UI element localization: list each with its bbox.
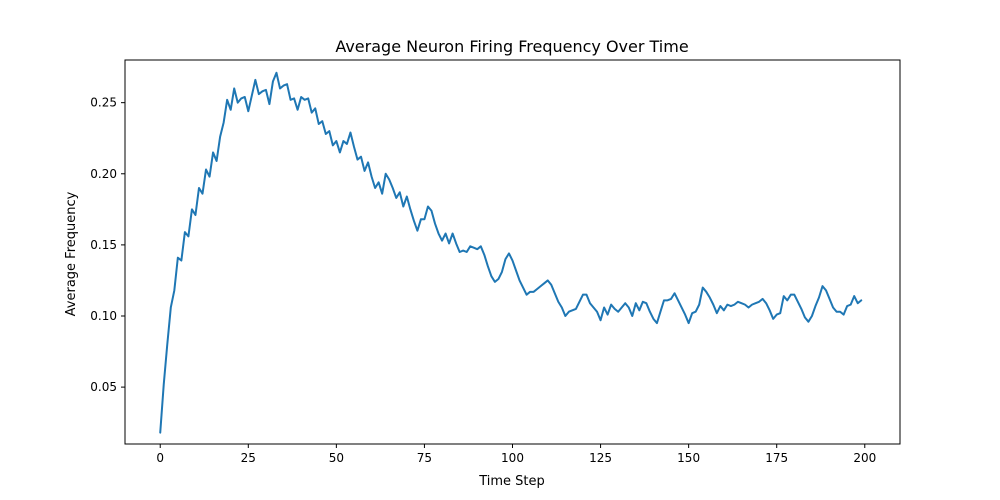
chart-title: Average Neuron Firing Frequency Over Tim… [335, 37, 688, 56]
x-tick-label: 0 [156, 451, 164, 465]
y-axis: 0.05 0.10 0.15 0.20 0.25 [90, 96, 125, 394]
x-tick-label: 200 [853, 451, 876, 465]
y-tick-label: 0.25 [90, 96, 117, 110]
x-axis: 0 25 50 75 100 125 150 175 200 [156, 444, 876, 465]
x-tick-label: 25 [241, 451, 256, 465]
y-tick-label: 0.05 [90, 380, 117, 394]
x-axis-label: Time Step [478, 474, 545, 489]
series-layer [159, 71, 863, 434]
y-tick-label: 0.15 [90, 238, 117, 252]
x-tick-label: 125 [589, 451, 612, 465]
y-tick-label: 0.20 [90, 167, 117, 181]
series-line [159, 71, 863, 434]
x-tick-label: 150 [677, 451, 700, 465]
x-tick-label: 100 [501, 451, 524, 465]
y-tick-label: 0.10 [90, 309, 117, 323]
x-tick-label: 75 [417, 451, 432, 465]
y-axis-label: Average Frequency [64, 191, 79, 316]
x-tick-label: 175 [765, 451, 788, 465]
x-tick-label: 50 [329, 451, 344, 465]
